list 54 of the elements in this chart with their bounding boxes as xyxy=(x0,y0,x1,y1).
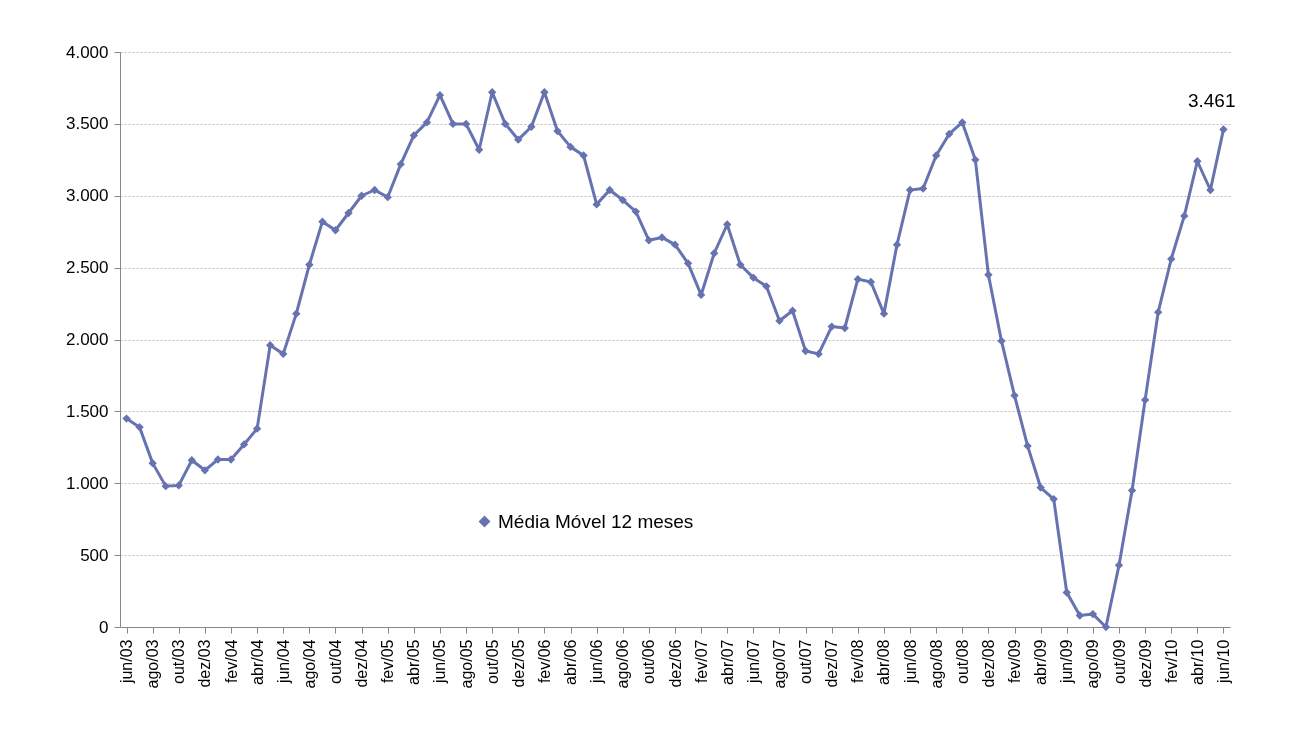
y-tick-label: 2.500 xyxy=(65,258,109,278)
y-tick-label: 500 xyxy=(80,545,109,565)
x-tick-label: fev/06 xyxy=(535,639,553,684)
y-tick-label: 4.000 xyxy=(65,42,109,62)
y-tick-label: 2.000 xyxy=(65,330,109,349)
x-tick-label: out/04 xyxy=(326,639,344,684)
x-tick-label: abr/07 xyxy=(718,639,736,685)
y-tick-label: 1.000 xyxy=(65,473,109,493)
x-tick-label: fev/10 xyxy=(1162,639,1180,684)
x-tick-label: out/06 xyxy=(640,639,658,684)
x-tick-label: ago/07 xyxy=(770,639,788,689)
x-tick-label: dez/09 xyxy=(1136,639,1154,688)
x-tick-label: dez/08 xyxy=(979,639,997,688)
x-tick-label: jun/09 xyxy=(1058,639,1076,685)
legend-label: Média Móvel 12 meses xyxy=(498,510,694,532)
x-tick-label: ago/09 xyxy=(1084,639,1102,689)
x-tick-label: abr/05 xyxy=(405,639,423,685)
x-tick-label: fev/09 xyxy=(1006,639,1024,684)
x-tick-label: abr/08 xyxy=(875,639,893,685)
x-tick-label: jun/03 xyxy=(118,639,136,685)
x-tick-label: jun/08 xyxy=(901,639,919,685)
x-tick-label: out/09 xyxy=(1110,639,1128,684)
x-tick-label: dez/04 xyxy=(353,639,371,688)
x-tick-label: jun/07 xyxy=(744,639,762,685)
x-tick-label: abr/09 xyxy=(1032,639,1050,685)
x-tick-label: ago/04 xyxy=(300,639,318,689)
annotation: 3.461 xyxy=(1187,90,1236,112)
x-tick-label: abr/04 xyxy=(248,639,266,685)
x-tick-label: fev/07 xyxy=(692,639,710,684)
x-tick-label: out/05 xyxy=(483,639,501,684)
y-tick-label: 3.000 xyxy=(65,186,109,206)
x-tick-label: out/03 xyxy=(170,639,188,684)
x-tick-label: ago/05 xyxy=(457,639,475,689)
x-tick-label: jun/05 xyxy=(431,639,449,685)
x-tick-label: jun/06 xyxy=(588,639,606,685)
x-tick-label: fev/05 xyxy=(379,639,397,684)
x-tick-label: ago/03 xyxy=(144,639,162,689)
x-tick-label: dez/06 xyxy=(666,639,684,688)
x-tick-label: fev/04 xyxy=(222,639,240,684)
y-tick-label: 3.500 xyxy=(65,114,109,134)
x-tick-label: jun/04 xyxy=(274,639,292,685)
x-tick-label: out/08 xyxy=(953,639,971,684)
x-tick-label: dez/07 xyxy=(823,639,841,688)
x-tick-label: out/07 xyxy=(797,639,815,684)
x-tick-label: fev/08 xyxy=(849,639,867,684)
x-tick-label: jun/10 xyxy=(1214,639,1232,685)
x-tick-label: dez/05 xyxy=(509,639,527,688)
x-tick-label: ago/08 xyxy=(927,639,945,689)
y-tick-label: 1.500 xyxy=(65,401,109,421)
x-tick-label: abr/06 xyxy=(562,639,580,685)
x-tick-label: dez/03 xyxy=(196,639,214,688)
x-tick-label: ago/06 xyxy=(614,639,632,689)
x-tick-label: abr/10 xyxy=(1188,639,1206,685)
y-tick-label: 0 xyxy=(99,617,109,637)
